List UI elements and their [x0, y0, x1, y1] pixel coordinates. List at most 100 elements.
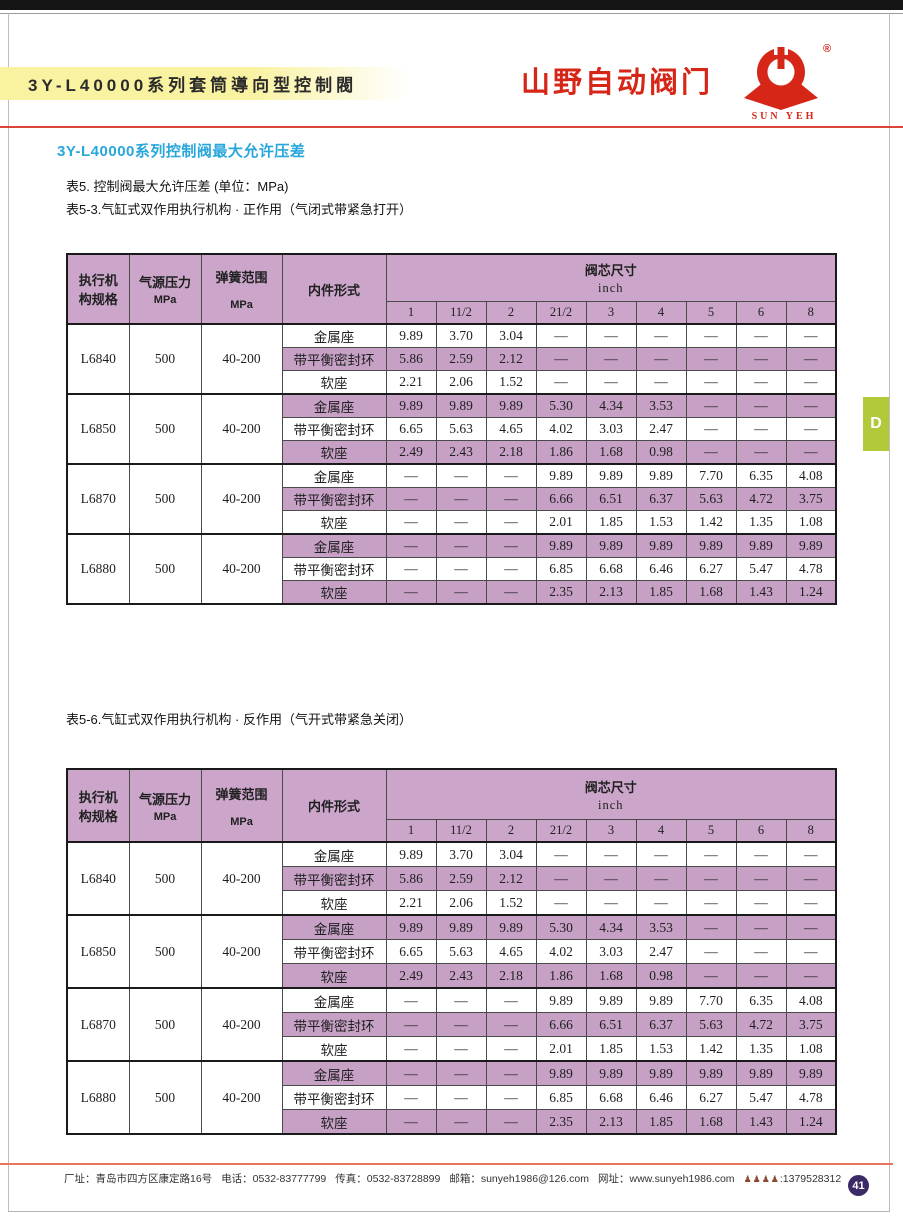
- value-cell: 9.89: [385, 323, 437, 348]
- value-cell: 1.53: [635, 510, 687, 535]
- footer-mobile-number: :1379528312: [779, 1173, 842, 1185]
- value-cell: 2.18: [485, 440, 537, 465]
- footer-fax: 传真：0532-83728899: [335, 1173, 441, 1185]
- value-cell: 6.37: [635, 1012, 687, 1037]
- size-col-header: 4: [635, 301, 687, 325]
- top-hairline: [0, 13, 903, 14]
- value-cell: —: [485, 1085, 537, 1110]
- trim-cell: 金属座: [281, 914, 387, 940]
- spring-cell: 40-200: [200, 463, 283, 535]
- value-cell: 2.49: [385, 440, 437, 465]
- value-cell: 1.08: [785, 1036, 837, 1062]
- trim-header: 内件形式: [281, 768, 387, 843]
- table2-caption: 表5-6.气缸式双作用执行机构 · 反作用（气开式带紧急关闭）: [66, 712, 412, 727]
- trim-cell: 金属座: [281, 533, 387, 558]
- table-row: 软座 2.21 2.06 1.52— — — — — —: [67, 370, 837, 395]
- value-cell: 4.34: [585, 393, 637, 418]
- spring-label: 弹簧范围: [215, 786, 268, 802]
- spring-cell: 40-200: [200, 987, 283, 1062]
- size-header-row: 1 11/2 2 21/2 3 4 5 6 8: [67, 819, 837, 843]
- value-cell: —: [785, 370, 837, 395]
- value-cell: 1.68: [585, 963, 637, 989]
- value-cell: 5.86: [385, 347, 437, 371]
- value-cell: 5.86: [385, 866, 437, 891]
- trim-cell: 带平衡密封环: [281, 1012, 387, 1037]
- footer-phone: 电话：0532-83777799: [221, 1173, 327, 1185]
- spring-cell: 40-200: [200, 533, 283, 605]
- value-cell: 6.46: [635, 557, 687, 581]
- pressure-cell: 500: [128, 987, 202, 1062]
- brand-logo-text: 山野自动阀门: [521, 67, 714, 99]
- table-row: 软座 2.49 2.43 2.18 1.86 1.68 0.98— — —: [67, 440, 837, 465]
- size-col-header: 3: [585, 819, 637, 843]
- value-cell: —: [435, 1109, 487, 1135]
- pressure-header: 气源压力 MPa: [128, 253, 202, 325]
- spring-cell: 40-200: [200, 841, 283, 916]
- value-cell: 4.34: [585, 914, 637, 940]
- value-cell: 6.68: [585, 1085, 637, 1110]
- pressure-table-1: 执行机构规格 气源压力 MPa 弹簧范围 MPa 内件形式 阀芯尺寸 inch 1 11/2 2 21…: [66, 253, 837, 605]
- trim-cell: 金属座: [281, 841, 387, 867]
- value-cell: 6.46: [635, 1085, 687, 1110]
- value-cell: —: [385, 1060, 437, 1086]
- spring-cell: 40-200: [200, 393, 283, 465]
- value-cell: —: [635, 890, 687, 916]
- value-cell: 2.43: [435, 440, 487, 465]
- size-header-row: 1 11/2 2 21/2 3 4 5 6 8: [67, 301, 837, 325]
- model-cell: L6870: [66, 463, 130, 535]
- model-cell: L6880: [66, 1060, 130, 1135]
- value-cell: 7.70: [685, 463, 737, 488]
- value-cell: 5.63: [685, 1012, 737, 1037]
- value-cell: —: [685, 914, 737, 940]
- value-cell: 4.02: [535, 939, 587, 964]
- value-cell: —: [635, 866, 687, 891]
- value-cell: 5.63: [685, 487, 737, 511]
- value-cell: —: [385, 510, 437, 535]
- value-cell: 9.89: [385, 841, 437, 867]
- value-cell: 4.65: [485, 939, 537, 964]
- value-cell: —: [735, 841, 787, 867]
- value-cell: —: [435, 1085, 487, 1110]
- section-heading: 3Y-L40000系列控制阀最大允许压差: [57, 143, 306, 160]
- value-cell: 5.30: [535, 914, 587, 940]
- value-cell: 9.89: [735, 533, 787, 558]
- value-cell: 1.68: [685, 580, 737, 605]
- value-cell: 9.89: [635, 1060, 687, 1086]
- value-cell: 9.89: [635, 533, 687, 558]
- value-cell: 6.51: [585, 487, 637, 511]
- pressure-label: 气源压力: [138, 791, 191, 807]
- value-cell: 6.66: [535, 487, 587, 511]
- value-cell: 4.78: [785, 1085, 837, 1110]
- messenger-contact-icons: ♟♟♟♟: [743, 1174, 780, 1184]
- trim-cell: 软座: [281, 440, 387, 465]
- table-row: L6870 500 40-200 金属座 — — —9.89 9.89 9.89 7.70 6.35…: [66, 463, 837, 535]
- value-cell: —: [585, 323, 637, 348]
- size-col-header: 5: [685, 819, 737, 843]
- value-cell: —: [485, 987, 537, 1013]
- table-row: L6880 500 40-200 金属座 — — —9.89 9.89 9.89 9.89 9.89…: [66, 1060, 837, 1135]
- value-cell: —: [485, 1036, 537, 1062]
- spring-cell: 40-200: [200, 914, 283, 989]
- value-cell: 1.85: [585, 510, 637, 535]
- size-col-header: 11/2: [435, 819, 487, 843]
- value-cell: 9.89: [385, 393, 437, 418]
- value-cell: 3.04: [485, 323, 537, 348]
- size-col-header: 6: [735, 819, 787, 843]
- value-cell: 5.47: [735, 557, 787, 581]
- value-cell: 1.68: [585, 440, 637, 465]
- value-cell: —: [685, 939, 737, 964]
- pressure-cell: 500: [128, 841, 202, 916]
- value-cell: 2.21: [385, 890, 437, 916]
- value-cell: —: [535, 841, 587, 867]
- value-cell: —: [635, 323, 687, 348]
- pressure-header: 气源压力 MPa: [128, 768, 202, 843]
- value-cell: 9.89: [585, 987, 637, 1013]
- spring-label: 弹簧范围: [215, 270, 268, 285]
- value-cell: 1.08: [785, 510, 837, 535]
- value-cell: —: [385, 580, 437, 605]
- value-cell: —: [485, 1060, 537, 1086]
- table-row: 带平衡密封环 — — —6.66 6.51 6.37 5.63 4.72 3.75: [67, 1012, 837, 1037]
- value-cell: —: [435, 510, 487, 535]
- value-cell: 1.86: [535, 440, 587, 465]
